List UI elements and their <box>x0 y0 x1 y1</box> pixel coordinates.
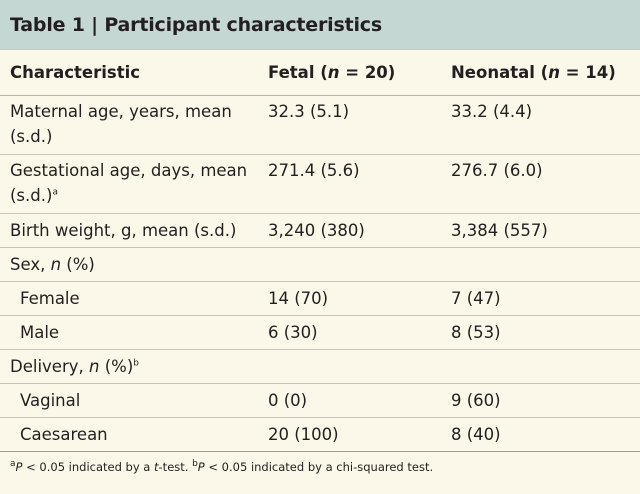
row-label-prefix: Sex, <box>10 255 51 274</box>
row-label: Gestational age, days, mean (s.d.)a <box>10 158 268 208</box>
row-label-n: n <box>88 357 100 376</box>
table-row-vaginal: Vaginal 0 (0) 9 (60) <box>0 384 640 418</box>
row-fetal-value: 14 (70) <box>268 289 329 308</box>
row-label-suffix: (%) <box>99 357 134 376</box>
row-label-line1: Gestational age, days, mean <box>10 161 248 180</box>
row-fetal-value: 0 (0) <box>268 391 308 410</box>
footnote-marker-a: a <box>52 187 58 198</box>
row-label: Maternal age, years, mean (s.d.) <box>10 99 268 149</box>
row-neonatal-value: 276.7 (6.0) <box>451 161 543 180</box>
header-fetal-suffix: = 20) <box>339 63 396 82</box>
footnote-b-mark: b <box>192 459 198 470</box>
table-title-bar: Table 1 | Participant characteristics <box>0 0 640 50</box>
row-neonatal-value: 33.2 (4.4) <box>451 102 533 121</box>
footnote-b-p: P <box>197 460 205 474</box>
table-row-maternal-age: Maternal age, years, mean (s.d.) 32.3 (5… <box>0 96 640 155</box>
footnote-b-text: < 0.05 indicated by a chi-squared test. <box>204 460 434 474</box>
row-fetal-value: 271.4 (5.6) <box>268 161 360 180</box>
header-fetal-n: n <box>327 63 340 82</box>
row-neonatal-value: 7 (47) <box>451 289 501 308</box>
header-fetal: Fetal (n = 20) <box>268 63 451 82</box>
footnote-a-text1: < 0.05 indicated by a <box>22 460 155 474</box>
footnote-marker-b: b <box>133 358 139 369</box>
row-neonatal-value: 8 (40) <box>451 425 501 444</box>
row-label: Birth weight, g, mean (s.d.) <box>10 221 237 240</box>
table-title: Table 1 | Participant characteristics <box>10 13 382 36</box>
table-row-gestational-age: Gestational age, days, mean (s.d.)a 271.… <box>0 155 640 214</box>
header-neonatal-prefix: Neonatal ( <box>451 63 549 82</box>
row-neonatal-value: 9 (60) <box>451 391 501 410</box>
row-label-suffix: (%) <box>61 255 95 274</box>
header-fetal-prefix: Fetal ( <box>268 63 328 82</box>
row-label-line2: (s.d.) <box>10 127 53 146</box>
row-neonatal-value: 8 (53) <box>451 323 501 342</box>
row-label-n: n <box>50 255 62 274</box>
header-neonatal: Neonatal (n = 14) <box>451 63 630 82</box>
row-fetal-value: 6 (30) <box>268 323 318 342</box>
row-fetal-value: 32.3 (5.1) <box>268 102 350 121</box>
row-label: Male <box>20 323 60 342</box>
footnote-a-text2: -test. <box>158 460 193 474</box>
row-label: Caesarean <box>20 425 108 444</box>
footnote-a-p: P <box>15 460 23 474</box>
footnote-a-mark: a <box>10 459 16 470</box>
row-label: Delivery, n (%)b <box>10 354 268 379</box>
row-label: Sex, n (%) <box>10 252 268 277</box>
header-neonatal-n: n <box>548 63 560 82</box>
header-neonatal-suffix: = 14) <box>559 63 616 82</box>
row-label-line2-text: (s.d.) <box>10 186 53 205</box>
row-label-prefix: Delivery, <box>10 357 89 376</box>
table-row-sex: Sex, n (%) <box>0 248 640 282</box>
table-header-row: Characteristic Fetal (n = 20) Neonatal (… <box>0 50 640 96</box>
row-neonatal-value: 3,384 (557) <box>451 221 548 240</box>
table-row-male: Male 6 (30) 8 (53) <box>0 316 640 350</box>
row-fetal-value: 3,240 (380) <box>268 221 365 240</box>
table-row-caesarean: Caesarean 20 (100) 8 (40) <box>0 418 640 452</box>
footnote-a-t: t <box>154 460 159 474</box>
row-label-line1: Maternal age, years, mean <box>10 102 232 121</box>
table-footnote: aP < 0.05 indicated by a t-test. bP < 0.… <box>0 452 640 474</box>
table-row-birth-weight: Birth weight, g, mean (s.d.) 3,240 (380)… <box>0 214 640 248</box>
row-label: Female <box>20 289 80 308</box>
row-label: Vaginal <box>20 391 81 410</box>
table-row-delivery: Delivery, n (%)b <box>0 350 640 384</box>
row-label-line2: (s.d.)a <box>10 183 268 208</box>
header-characteristic: Characteristic <box>10 63 141 82</box>
row-fetal-value: 20 (100) <box>268 425 339 444</box>
table-row-female: Female 14 (70) 7 (47) <box>0 282 640 316</box>
